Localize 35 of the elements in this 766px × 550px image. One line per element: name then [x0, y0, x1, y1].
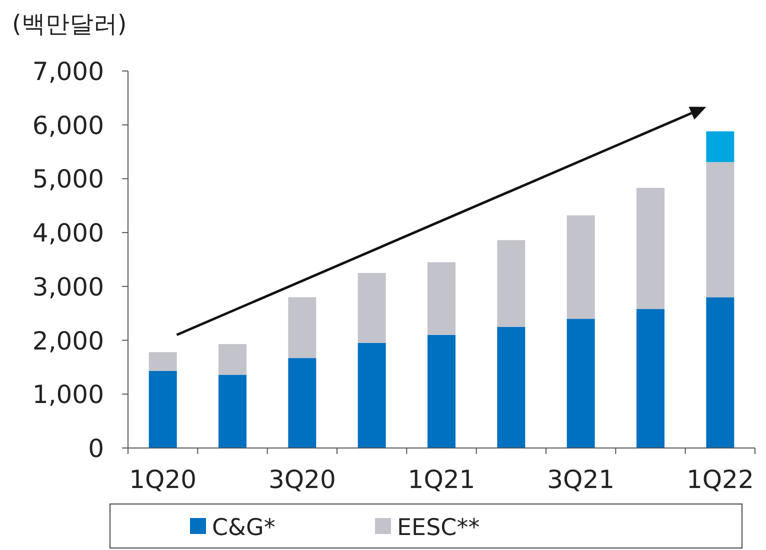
x-tick-label: 1Q20 — [129, 465, 197, 494]
x-tick-label: 1Q21 — [408, 465, 476, 494]
y-axis-title: (백만달러) — [12, 10, 127, 38]
bar — [428, 262, 456, 335]
bar — [288, 297, 316, 358]
bar — [358, 342, 386, 448]
y-tick-label: 7,000 — [32, 57, 104, 86]
bar — [636, 188, 664, 310]
bar — [706, 162, 734, 298]
bar — [566, 215, 595, 319]
y-tick-label: 6,000 — [32, 110, 104, 140]
bar — [497, 326, 526, 448]
bar — [636, 309, 664, 448]
y-tick-label: 1,000 — [32, 380, 104, 410]
legend-label: C&G* — [212, 515, 276, 541]
bar — [428, 334, 456, 448]
bar — [706, 297, 734, 448]
bar — [497, 240, 526, 327]
bar — [566, 318, 595, 448]
bar — [706, 131, 734, 162]
bar — [218, 374, 246, 448]
x-tick-label: 1Q22 — [686, 465, 754, 494]
bar — [218, 344, 246, 375]
y-tick-label: 4,000 — [32, 218, 104, 248]
x-tick-label: 3Q20 — [268, 465, 336, 494]
bar — [148, 370, 177, 448]
y-tick-label: 3,000 — [32, 272, 104, 302]
y-tick-label: 2,000 — [32, 326, 104, 356]
x-tick-label: 3Q21 — [547, 465, 615, 494]
bar — [148, 352, 177, 371]
legend-label: EESC** — [397, 515, 480, 541]
bar — [288, 358, 316, 448]
bar — [358, 272, 386, 343]
y-tick-label: 5,000 — [32, 164, 104, 194]
y-tick-label: 0 — [88, 434, 104, 463]
